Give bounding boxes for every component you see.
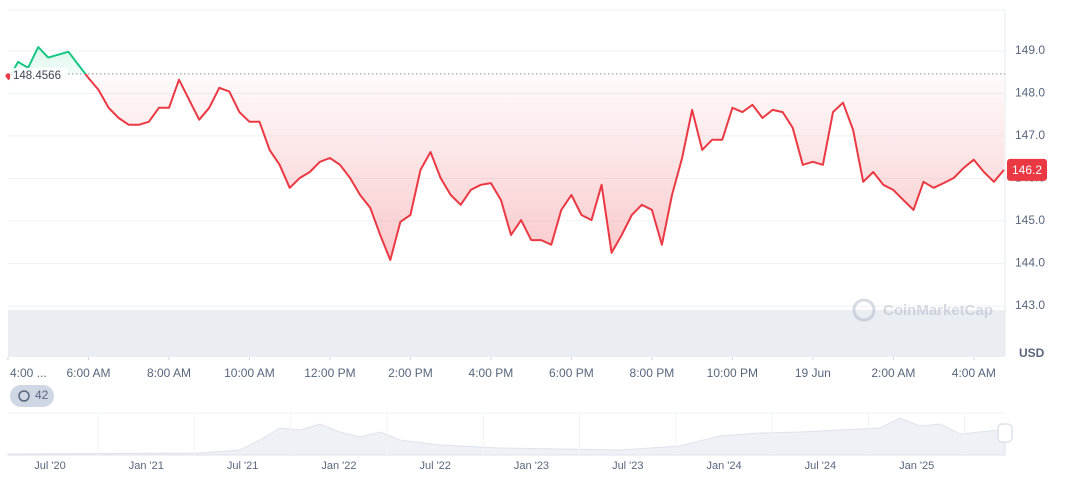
x-tick-label: 12:00 PM	[304, 366, 355, 380]
badge-text: 42	[35, 388, 49, 402]
current-value-bg	[1007, 158, 1047, 181]
watermark-group: CoinMarketCap	[852, 298, 993, 322]
area	[8, 47, 1004, 260]
navigator-label: Jul '23	[612, 460, 643, 472]
navigator-label: Jan '22	[321, 460, 356, 472]
x-tick-label: 4:00 AM	[952, 366, 996, 380]
plot: 143.0144.0145.0146.0147.0148.0149.04:00 …	[5, 43, 1047, 380]
x-tick-label: 19 Jun	[795, 366, 831, 380]
y-tick-label: 148.0	[1015, 86, 1045, 100]
watermark: CoinMarketCap	[883, 302, 993, 319]
reference-label-bg	[10, 67, 68, 84]
navigator-label: Jan '21	[129, 460, 164, 472]
y-tick-label: 145.0	[1015, 213, 1045, 227]
badge-bg	[10, 385, 54, 407]
x-tick-label: 8:00 PM	[630, 366, 675, 380]
navigator-area	[7, 417, 1006, 456]
badge[interactable]: 42	[10, 385, 54, 407]
reference-dot	[5, 73, 11, 79]
x-tick-label: 10:00 AM	[224, 366, 275, 380]
y-tick-label: 144.0	[1015, 256, 1045, 270]
navigator-label: Jan '24	[707, 460, 742, 472]
x-tick-label: 4:00 ...	[10, 366, 47, 380]
current-value-label: 146.2	[1012, 163, 1042, 177]
navigator-label: Jul '24	[805, 460, 836, 472]
navigator-label: Jul '21	[227, 460, 258, 472]
navigator[interactable]	[7, 412, 1013, 456]
x-tick-label: 6:00 PM	[549, 366, 594, 380]
navigator-labels: Jul '20 Jan '21 Jul '21 Jan '22 Jul '22 Jan '…	[34, 413, 966, 472]
x-tick-label: 10:00 PM	[707, 366, 758, 380]
y-tick-label: 147.0	[1015, 128, 1045, 142]
navigator-label: Jul '20	[34, 460, 65, 472]
navigator-label: Jan '25	[899, 460, 934, 472]
price-line	[7, 46, 1005, 261]
y-tick-label: 143.0	[1015, 298, 1045, 312]
watermark-logo	[852, 298, 876, 322]
x-tick-label: 2:00 PM	[388, 366, 433, 380]
navigator-label: Jan '23	[514, 460, 549, 472]
navigator-handle[interactable]	[997, 423, 1013, 443]
y-unit: USD	[1019, 346, 1045, 360]
x-tick-label: 8:00 AM	[147, 366, 191, 380]
navigator-label: Jul '22	[419, 460, 450, 472]
x-tick-label: 6:00 AM	[66, 366, 110, 380]
x-tick-label: 2:00 AM	[871, 366, 915, 380]
reference-label: 148.4566	[13, 70, 61, 82]
volume-area	[8, 310, 1005, 357]
y-tick-label: 149.0	[1015, 43, 1045, 57]
x-tick-label: 4:00 PM	[469, 366, 514, 380]
badge-icon	[18, 390, 30, 402]
